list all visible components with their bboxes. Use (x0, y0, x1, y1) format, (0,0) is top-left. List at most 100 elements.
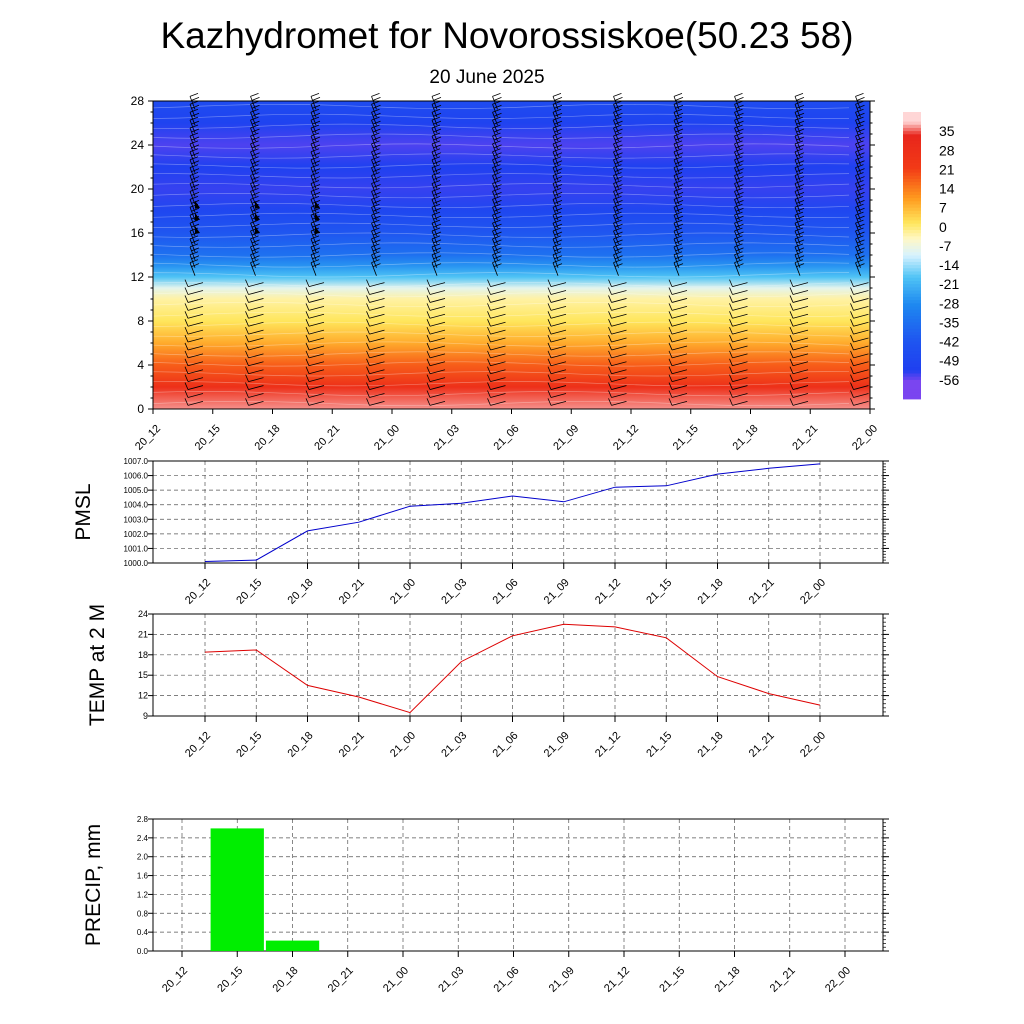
y-tick-label: 18 (138, 650, 148, 660)
colorbar-cell (903, 290, 921, 295)
x-tick-label: 21_00 (372, 423, 402, 453)
y-tick-label: 12 (131, 270, 145, 284)
x-tick-label: 20_18 (286, 730, 316, 760)
x-tick-label: 20_15 (234, 577, 264, 607)
colorbar-cell (903, 274, 921, 279)
x-tick-label: 21_09 (542, 577, 572, 607)
x-tick-label: 21_03 (432, 423, 462, 453)
y-tick-label: 1005.0 (124, 486, 149, 495)
colorbar-cell (903, 127, 921, 132)
wind-barbs (184, 92, 869, 406)
colorbar-cell (903, 363, 921, 368)
y-tick-label: 21 (138, 629, 148, 639)
y-tick-label: 1.6 (137, 872, 149, 881)
y-tick-label: 8 (137, 314, 144, 328)
isotherms (152, 103, 850, 407)
wind-pennant (255, 226, 260, 234)
colorbar-cell (903, 226, 921, 231)
colorbar-cell (903, 169, 921, 173)
colorbar-cell (903, 265, 921, 269)
colorbar-cell (903, 351, 921, 355)
colorbar-cell (903, 379, 921, 384)
x-tick-label: 21_21 (747, 577, 777, 607)
colorbar-cell (903, 309, 921, 314)
colorbar-label: -21 (939, 276, 959, 292)
colorbar-label: 28 (939, 142, 955, 158)
x-tick-label: 20_21 (326, 965, 356, 995)
x-tick-label: 21_03 (436, 965, 466, 995)
y-tick-label: 4 (137, 358, 144, 372)
y-axis-title: PMSL (72, 483, 95, 540)
colorbar-cell (903, 261, 921, 266)
x-tick-label: 22_00 (798, 577, 828, 607)
x-tick-label: 21_09 (551, 423, 581, 453)
colorbar-cell (903, 271, 921, 276)
wind-pennant (315, 226, 320, 234)
colorbar-cell (903, 300, 921, 304)
precip-bar (210, 828, 264, 951)
colorbar-label: -14 (939, 257, 959, 273)
x-tick-label: 22_00 (823, 965, 853, 995)
y-tick-label: 12 (138, 691, 148, 701)
x-tick-label: 20_18 (271, 965, 301, 995)
colorbar-cell (903, 332, 921, 336)
chart-subtitle: 20 June 2025 (429, 67, 545, 88)
x-tick-label: 21_15 (657, 965, 687, 995)
colorbar-cell (903, 325, 921, 330)
x-tick-label: 20_12 (183, 577, 213, 607)
colorbar-cell (903, 134, 921, 138)
colorbar-cell (903, 370, 921, 374)
x-tick-label: 21_06 (491, 730, 521, 760)
colorbar-label: -28 (939, 295, 959, 311)
colorbar-cell (903, 357, 921, 362)
colorbar-cell (903, 156, 921, 161)
colorbar-cell (903, 354, 921, 358)
colorbar-cell (903, 360, 921, 365)
wind-pennant (195, 226, 200, 234)
colorbar-cell (903, 153, 921, 158)
colorbar-cell (903, 328, 921, 333)
colorbar-cell (903, 383, 921, 387)
colorbar-cell (903, 344, 921, 349)
colorbar-cell (903, 188, 921, 193)
colorbar-cell (903, 115, 921, 119)
colorbar-cell (903, 166, 921, 170)
y-axis-title: TEMP at 2 M (86, 604, 109, 726)
colorbar-label: 0 (939, 219, 947, 235)
y-tick-label: 0.4 (137, 928, 149, 937)
colorbar-cell (903, 137, 921, 142)
y-tick-label: 1007.0 (124, 457, 149, 466)
colorbar-label: 7 (939, 200, 947, 216)
x-tick-label: 20_12 (133, 423, 163, 453)
colorbar-label: -49 (939, 353, 959, 369)
x-tick-label: 21_18 (731, 423, 761, 453)
colorbar-cell (903, 338, 921, 342)
colorbar-cell (903, 255, 921, 260)
colorbar-cell (903, 252, 921, 256)
y-tick-label: 24 (138, 609, 148, 619)
x-tick-label: 20_21 (337, 730, 367, 760)
x-tick-label: 21_00 (381, 965, 411, 995)
plot-frame (152, 460, 884, 564)
y-tick-label: 28 (131, 94, 145, 108)
y-tick-label: 15 (138, 670, 148, 680)
x-tick-label: 21_09 (547, 965, 577, 995)
x-tick-label: 21_15 (644, 577, 674, 607)
colorbar-cell (903, 204, 921, 209)
x-tick-label: 20_12 (160, 965, 190, 995)
x-tick-label: 21_06 (492, 965, 522, 995)
y-tick-label: 20 (131, 182, 145, 196)
colorbar-cell (903, 147, 921, 151)
colorbar-cell (903, 112, 921, 116)
colorbar-cell (903, 376, 921, 381)
y-tick-label: 1002.0 (124, 530, 149, 539)
colorbar-cell (903, 131, 921, 135)
y-tick-label: 1.2 (137, 890, 149, 899)
colorbar-cell (903, 210, 921, 215)
x-tick-label: 20_21 (312, 423, 342, 453)
colorbar-cell (903, 236, 921, 240)
colorbar-cell (903, 178, 921, 183)
x-tick-label: 20_12 (183, 730, 213, 760)
colorbar-cell (903, 284, 921, 288)
